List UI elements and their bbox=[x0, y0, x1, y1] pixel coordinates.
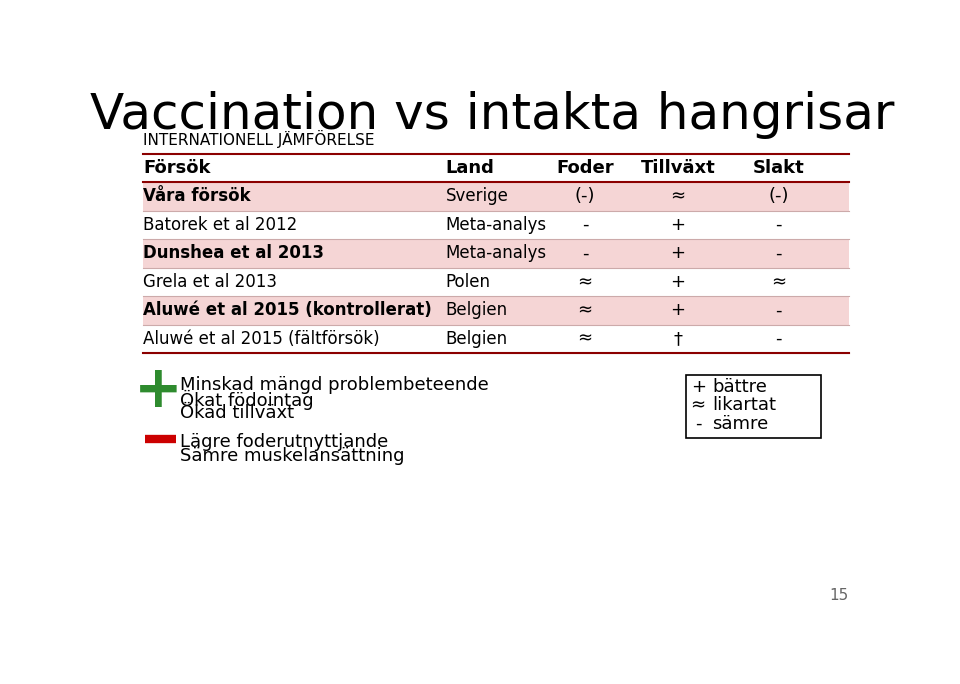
Text: -: - bbox=[776, 244, 782, 263]
Text: Dunshea et al 2013: Dunshea et al 2013 bbox=[143, 244, 324, 263]
Bar bbox=[143, 239, 849, 267]
Bar bbox=[143, 296, 849, 325]
Text: ≈: ≈ bbox=[670, 187, 685, 205]
Text: Sverige: Sverige bbox=[445, 187, 509, 205]
Text: (-): (-) bbox=[769, 187, 789, 205]
Text: INTERNATIONELL JÄMFÖRELSE: INTERNATIONELL JÄMFÖRELSE bbox=[143, 130, 374, 148]
Text: Meta-analys: Meta-analys bbox=[445, 216, 546, 234]
Text: Ökat födointag: Ökat födointag bbox=[180, 390, 314, 410]
Text: Sämre muskelansättning: Sämre muskelansättning bbox=[180, 447, 405, 465]
Text: -: - bbox=[582, 244, 588, 263]
Text: ≈: ≈ bbox=[577, 273, 592, 291]
Text: Belgien: Belgien bbox=[445, 330, 508, 348]
Text: Tillväxt: Tillväxt bbox=[640, 159, 715, 177]
Text: Foder: Foder bbox=[556, 159, 613, 177]
Text: Grela et al 2013: Grela et al 2013 bbox=[143, 273, 277, 291]
Text: +: + bbox=[134, 362, 183, 419]
Text: Minskad mängd problembeteende: Minskad mängd problembeteende bbox=[180, 376, 490, 394]
Text: -: - bbox=[776, 216, 782, 234]
Text: Ökad tillväxt: Ökad tillväxt bbox=[180, 404, 295, 422]
Text: +: + bbox=[670, 273, 685, 291]
Text: ≈: ≈ bbox=[771, 273, 786, 291]
Text: Polen: Polen bbox=[445, 273, 491, 291]
Text: -: - bbox=[582, 216, 588, 234]
Text: Lägre foderutnyttjande: Lägre foderutnyttjande bbox=[180, 433, 389, 451]
Text: sämre: sämre bbox=[712, 415, 768, 433]
Text: Slakt: Slakt bbox=[753, 159, 804, 177]
Text: +: + bbox=[670, 302, 685, 319]
Text: Meta-analys: Meta-analys bbox=[445, 244, 546, 263]
Text: ≈: ≈ bbox=[577, 302, 592, 319]
Text: bättre: bättre bbox=[712, 378, 767, 396]
Text: Belgien: Belgien bbox=[445, 302, 508, 319]
Text: Aluwé et al 2015 (kontrollerat): Aluwé et al 2015 (kontrollerat) bbox=[143, 302, 432, 319]
Text: -: - bbox=[695, 415, 702, 433]
Text: 15: 15 bbox=[829, 588, 849, 603]
Text: Våra försök: Våra försök bbox=[143, 187, 251, 205]
Text: Batorek et al 2012: Batorek et al 2012 bbox=[143, 216, 298, 234]
Bar bbox=[685, 375, 822, 438]
Text: Aluwé et al 2015 (fältförsök): Aluwé et al 2015 (fältförsök) bbox=[143, 330, 380, 348]
Text: +: + bbox=[670, 216, 685, 234]
Text: +: + bbox=[670, 244, 685, 263]
Text: +: + bbox=[690, 378, 706, 396]
Text: -: - bbox=[776, 302, 782, 319]
Text: -: - bbox=[776, 330, 782, 348]
Text: Land: Land bbox=[445, 159, 494, 177]
Text: †: † bbox=[674, 330, 683, 348]
Text: likartat: likartat bbox=[712, 397, 776, 415]
Text: (-): (-) bbox=[575, 187, 595, 205]
Text: ≈: ≈ bbox=[690, 397, 706, 415]
Text: Vaccination vs intakta hangrisar: Vaccination vs intakta hangrisar bbox=[89, 92, 895, 140]
Text: Försök: Försök bbox=[143, 159, 211, 177]
Bar bbox=[143, 182, 849, 211]
Text: ≈: ≈ bbox=[577, 330, 592, 348]
